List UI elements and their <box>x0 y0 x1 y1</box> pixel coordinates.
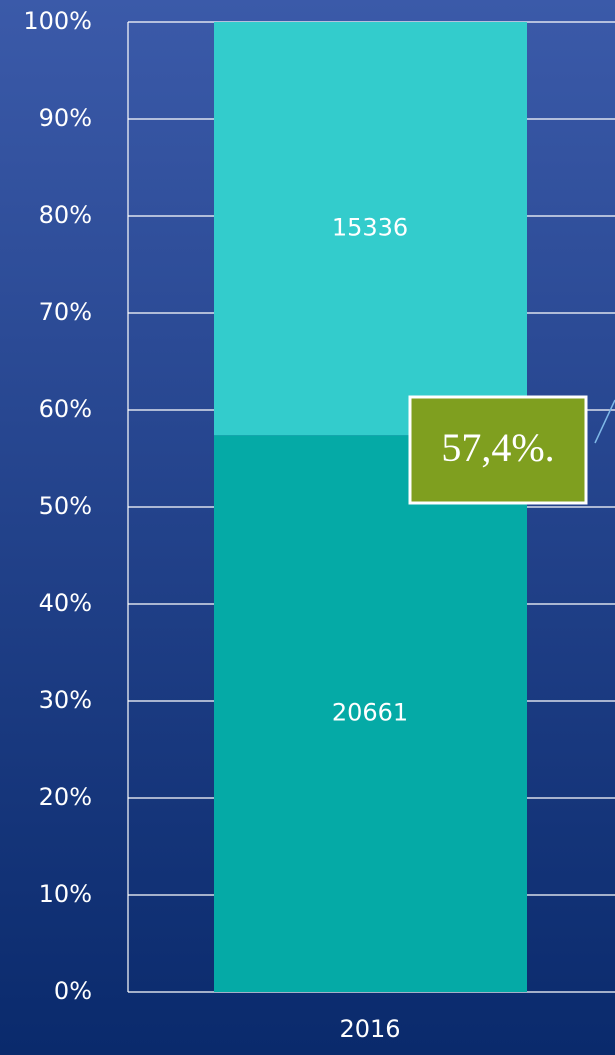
y-tick-label: 100% <box>23 7 92 35</box>
y-tick-label: 60% <box>39 395 92 423</box>
data-label: 15336 <box>332 214 408 242</box>
data-label: 20661 <box>332 699 408 727</box>
y-tick-label: 10% <box>39 880 92 908</box>
y-tick-label: 90% <box>39 104 92 132</box>
y-tick-label: 30% <box>39 686 92 714</box>
annotation-leader <box>594 399 615 444</box>
y-tick-label: 50% <box>39 492 92 520</box>
y-tick-label: 20% <box>39 783 92 811</box>
y-tick-label: 80% <box>39 201 92 229</box>
y-tick-label: 40% <box>39 589 92 617</box>
bar-segment <box>214 22 527 436</box>
annotation-box <box>408 395 588 505</box>
annotation-text: 57,4%. <box>441 425 554 470</box>
y-tick-label: 0% <box>54 977 92 1005</box>
y-tick-label: 70% <box>39 298 92 326</box>
bar-segment <box>214 435 527 993</box>
x-tick-label: 2016 <box>339 1015 400 1043</box>
